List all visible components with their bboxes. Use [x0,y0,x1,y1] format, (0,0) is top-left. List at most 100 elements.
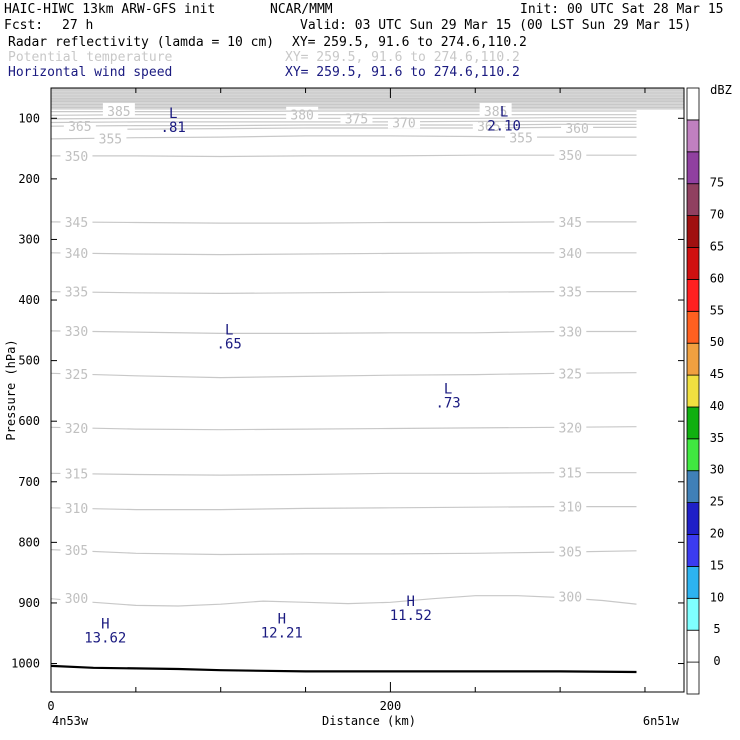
theta-contour-label: 315 [559,467,582,482]
colorbar-swatch [686,566,700,599]
wind-high-marker: H [101,617,109,633]
terrain-layer [50,664,637,674]
colorbar-label: 40 [710,399,724,413]
field-reflectivity-name: Radar reflectivity (lamda = 10 cm) [8,35,275,50]
wind-extremum-value: 11.52 [390,608,432,624]
theta-label-gap [60,590,93,605]
colorbar-swatch [686,406,700,440]
theta-contour-340 [50,252,637,256]
org-label: NCAR/MMM [270,2,333,17]
theta-label-gap [94,130,127,145]
theta-label-gap [554,283,587,298]
wind-extremum-value: 2.10 [487,119,521,135]
theta-label-gap [340,110,373,125]
colorbar-label: 60 [710,271,724,285]
wind-high-marker: H [278,612,286,628]
colorbar-label: 15 [710,558,724,572]
colorbar-swatch [686,87,700,121]
x-axis-label: Distance (km) [322,714,416,728]
colorbar-swatch [686,534,700,567]
y-axis: 100 200 300 400 500 600 700 800 900 1000 [11,111,684,671]
theta-label-gap [554,147,587,162]
theta-label-gap [561,119,594,134]
wind-high-marker: H [407,594,415,610]
wind-low-marker: L [444,381,452,397]
colorbar-swatch [686,438,700,472]
wind-extremum-value: 13.62 [84,631,126,647]
theta-label-gap [60,283,93,298]
model-title: HAIC-HIWC 13km ARW-GFS init [4,2,216,17]
theta-contour-label: 350 [559,149,582,164]
theta-label-gap [60,147,93,162]
y-tick-label: 1000 [11,657,40,671]
y-tick-label: 900 [18,596,40,610]
colorbar-swatch [686,278,700,312]
theta-contour-label: 355 [509,132,532,147]
y-tick-label: 800 [18,535,40,549]
theta-label-gap [479,103,512,118]
wind-low-marker: L [500,105,508,121]
theta-contour-label: 345 [65,216,88,231]
y-tick-label: 600 [18,414,40,428]
colorbar-label: 45 [710,367,724,381]
theta-contour-320 [50,426,637,431]
theta-label-gap [60,419,93,434]
y-tick-label: 700 [18,475,40,489]
theta-label-gap [60,213,93,228]
colorbar-label: 70 [710,208,724,222]
theta-label-gap [554,365,587,380]
colorbar-swatch [686,119,700,153]
colorbar-swatch [686,661,700,695]
theta-contour-label: 380 [290,109,313,124]
theta-contour-label: 385 [484,105,507,120]
theta-contour-label: 335 [559,286,582,301]
theta-contour-365 [50,123,637,127]
theta-label-gap [554,244,587,259]
colorbar-swatch [686,342,700,376]
reflectivity-colorbar: 0 5 10 15 20 25 30 35 40 45 50 55 60 65 70 75 dBZ [686,83,732,695]
theta-label-gap [102,103,135,118]
theta-contour-360 [127,126,637,130]
theta-contour-label: 385 [107,105,130,120]
wind-extremum-value: .81 [161,120,186,136]
theta-contour-label: 315 [65,467,88,482]
fcst-label: Fcst: [4,18,44,33]
theta-contour-315 [50,472,637,476]
theta-contour-label: 305 [559,545,582,560]
theta-contour-355 [50,135,637,140]
theta-contour-380 [50,114,637,116]
theta-contour-label: 300 [65,592,88,607]
theta-contour-label: 310 [65,502,88,517]
y-tick-label: 400 [18,293,40,307]
theta-contours: 300 300 305 305 310 310 315 315 320 320 325 325 330 3… [50,88,684,607]
fcst-value: 27 h [62,18,94,33]
theta-label-gap [554,543,587,558]
theta-label-gap [554,464,587,479]
theta-label-gap [60,542,93,557]
theta-contour-385 [51,110,637,113]
wind-extremum-value: .65 [217,337,242,353]
colorbar-title: dBZ [710,83,732,97]
theta-contour-label: 335 [65,286,88,301]
field-wind-name: Horizontal wind speed [8,65,173,80]
theta-contour-label: 345 [559,216,582,231]
theta-contour-label: 325 [65,368,88,383]
y-axis-label: Pressure (hPa) [4,339,18,440]
theta-contour-label: 350 [65,150,88,165]
theta-contour-label: 340 [65,247,88,262]
valid-time: Valid: 03 UTC Sun 29 Mar 15 (00 LST Sun … [300,18,692,33]
colorbar-swatch [686,183,700,216]
colorbar-label: 65 [710,240,724,254]
colorbar-swatch [686,629,700,663]
theta-contour-345 [50,221,637,224]
theta-contour-label: 365 [68,120,91,135]
colorbar-label: 55 [710,303,724,317]
wind-extremum-value: 12.21 [261,626,303,642]
colorbar-swatch [686,151,700,185]
y-tick-label: 200 [18,172,40,186]
colorbar-label: 35 [710,431,724,445]
theta-contour-325 [50,372,637,379]
y-tick-label: 300 [18,232,40,246]
x-tick-label: 200 [380,699,402,713]
